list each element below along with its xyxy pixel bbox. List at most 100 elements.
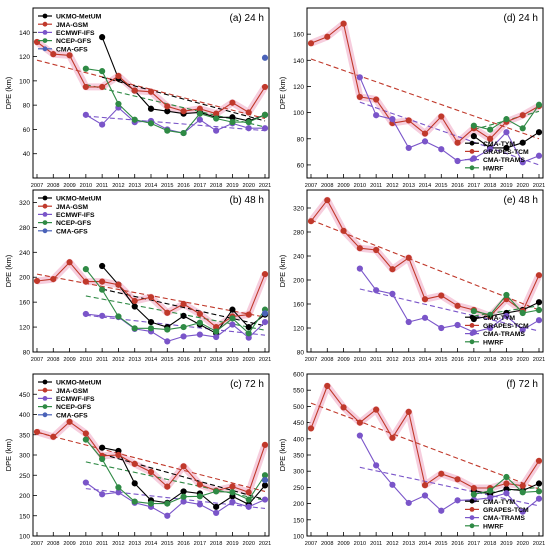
y-tick-label: 100 (293, 534, 304, 541)
series-jma-gsm-point (245, 311, 252, 318)
y-tick-label: 300 (19, 453, 30, 460)
series-ecmwf-ifs-point (82, 479, 89, 486)
series-jma-gsm-point (261, 83, 269, 91)
series-cma-trams-point (389, 116, 396, 123)
series-cma-tym-point (535, 480, 543, 487)
series-cma-trams-point (389, 290, 396, 297)
y-tick-label: 200 (293, 501, 304, 508)
x-tick-label: 2015 (161, 183, 173, 189)
y-axis-label: DPE (km) (278, 438, 287, 471)
y-tick-label: 160 (19, 300, 30, 307)
panel-label: (e) 48 h (504, 195, 538, 206)
y-tick-label: 240 (19, 250, 30, 257)
x-tick-label: 2012 (112, 183, 124, 189)
x-tick-label: 2019 (500, 541, 512, 547)
x-tick-label: 2017 (468, 357, 480, 363)
series-grapes-tcm-point (519, 482, 526, 489)
series-ncep-gfs-point (99, 286, 106, 293)
series-grapes-tcm-point (487, 135, 494, 142)
y-tick-label: 280 (293, 230, 304, 237)
series-cma-tym-point (535, 299, 543, 306)
y-tick-label: 600 (293, 372, 304, 379)
series-cma-trams-point (405, 499, 412, 507)
legend-entry: GRAPES-TCM (483, 323, 529, 330)
y-tick-label: 320 (19, 200, 30, 207)
x-tick-label: 2010 (354, 183, 366, 189)
series-jma-gsm-point (131, 87, 138, 94)
series-ncep-gfs-point (213, 488, 220, 495)
series-grapes-tcm-point (307, 40, 315, 47)
x-tick-label: 2009 (63, 541, 75, 547)
y-tick-label: 60 (23, 127, 31, 134)
series-cma-trams-point (356, 432, 363, 439)
series-hwrf-point (487, 126, 494, 133)
series-hwrf-point (487, 487, 494, 494)
y-tick-label: 120 (19, 54, 30, 61)
series-jma-gsm-point (180, 463, 187, 470)
series-cma-trams-point (503, 490, 510, 497)
y-tick-label: 350 (293, 453, 304, 460)
x-tick-label: 2017 (194, 183, 206, 189)
series-ecmwf-ifs-point (213, 509, 220, 517)
x-tick-label: 2013 (128, 183, 140, 189)
series-jma-gsm-point (115, 451, 122, 459)
x-tick-label: 2017 (468, 183, 480, 189)
trend-line (85, 488, 266, 510)
x-tick-label: 2016 (451, 357, 463, 363)
x-tick-label: 2015 (435, 357, 447, 363)
y-tick-label: 160 (293, 302, 304, 309)
legend-entry: UKMO-MetUM (56, 14, 102, 21)
legend-swatch-marker (469, 523, 475, 529)
series-cma-trams-point (503, 129, 510, 136)
x-tick-label: 2007 (31, 541, 43, 547)
x-tick-label: 2020 (242, 183, 254, 189)
legend-swatch-marker (469, 140, 475, 146)
y-tick-label: 300 (293, 469, 304, 476)
x-tick-label: 2017 (194, 357, 206, 363)
panel-label: (b) 48 h (230, 195, 264, 206)
x-tick-label: 2018 (210, 183, 222, 189)
series-ncep-gfs-point (147, 120, 155, 127)
series-cma-tym-point (503, 144, 510, 152)
legend-entry: CMA-GFS (56, 46, 88, 53)
series-ncep-gfs-line (85, 268, 266, 335)
series-ncep-gfs-point (196, 110, 203, 117)
y-tick-label: 250 (19, 473, 30, 480)
y-tick-label: 200 (19, 493, 30, 500)
x-tick-label: 2012 (386, 183, 398, 189)
legend: UKMO-MetUMJMA-GSMECMWF-IFSNCEP-GFSCMA-GF… (38, 13, 102, 53)
series-cma-tym-point (535, 129, 543, 136)
series-grapes-tcm-point (421, 482, 429, 489)
x-tick-label: 2019 (226, 541, 238, 547)
y-tick-label: 550 (293, 388, 304, 395)
series-ncep-gfs-point (115, 484, 122, 491)
series-ncep-gfs-point (147, 500, 155, 507)
x-tick-label: 2008 (47, 357, 59, 363)
series-grapes-tcm-point (519, 112, 526, 119)
legend-swatch-marker (469, 149, 475, 154)
series-jma-gsm-point (82, 83, 89, 91)
series-grapes-tcm-point (535, 457, 543, 464)
series-jma-gsm-point (82, 430, 89, 437)
legend-swatch-marker (469, 507, 475, 512)
x-tick-label: 2007 (31, 357, 43, 363)
legend-swatch-marker (469, 498, 475, 504)
series-ecmwf-ifs-point (229, 321, 236, 328)
series-hwrf-point (519, 309, 526, 317)
series-jma-gsm-point (115, 72, 122, 80)
series-jma-gsm-point (131, 297, 138, 305)
legend-swatch-marker (42, 412, 48, 418)
x-tick-label: 2019 (226, 357, 238, 363)
series-hwrf-point (487, 311, 494, 318)
series-jma-gsm-point (50, 433, 57, 440)
x-tick-label: 2007 (305, 357, 317, 363)
x-tick-label: 2012 (386, 541, 398, 547)
x-tick-label: 2018 (484, 183, 496, 189)
series-jma-gsm-point (50, 276, 57, 283)
series-ecmwf-ifs-point (229, 498, 236, 506)
series-cma-trams-point (454, 157, 461, 165)
series-cma-trams-point (454, 321, 461, 329)
series-jma-gsm-point (245, 489, 252, 496)
x-tick-label: 2011 (370, 541, 382, 547)
